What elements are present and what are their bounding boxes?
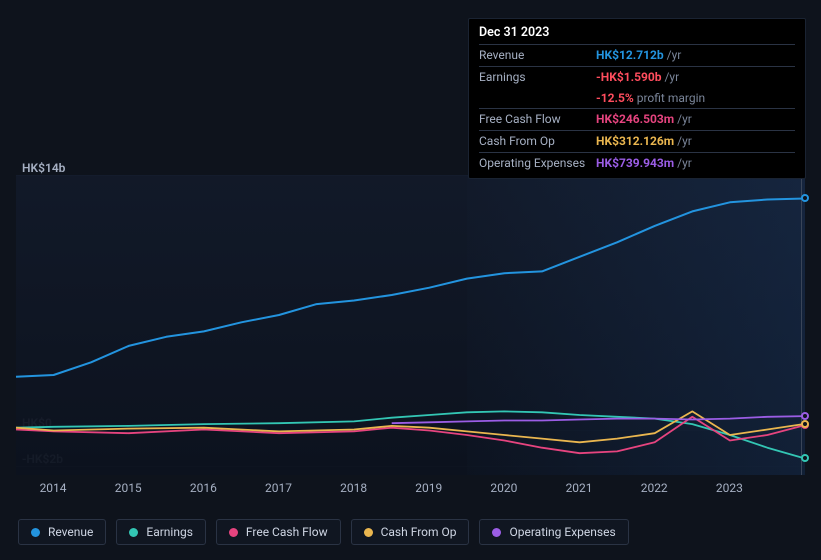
legend-item[interactable]: Earnings xyxy=(116,519,206,545)
tooltip-suffix: /yr xyxy=(664,69,679,86)
tooltip-value: HK$312.126m xyxy=(596,133,674,150)
series-end-marker xyxy=(801,420,809,428)
tooltip-value: -HK$1.590b xyxy=(596,69,661,86)
tooltip-label: Cash From Op xyxy=(479,133,596,150)
tooltip-row: Cash From OpHK$312.126m/yr xyxy=(479,130,795,152)
x-axis-label: 2014 xyxy=(40,481,67,495)
chart-lines xyxy=(16,175,805,475)
tooltip-row: Earnings-HK$1.590b/yr xyxy=(479,66,795,88)
x-axis-label: 2018 xyxy=(340,481,367,495)
x-axis-label: 2021 xyxy=(566,481,593,495)
legend-label: Cash From Op xyxy=(381,525,457,539)
x-axis-label: 2016 xyxy=(190,481,217,495)
tooltip-value: HK$739.943m xyxy=(596,155,674,172)
tooltip-suffix: /yr xyxy=(677,155,692,172)
tooltip-suffix: /yr xyxy=(667,47,682,64)
tooltip-row: Operating ExpensesHK$739.943m/yr xyxy=(479,152,795,174)
tooltip-value: -12.5% xyxy=(596,90,634,107)
tooltip-label: Free Cash Flow xyxy=(479,111,596,128)
legend-swatch xyxy=(31,528,40,537)
tooltip-label: Operating Expenses xyxy=(479,155,596,172)
legend-swatch xyxy=(492,528,501,537)
legend-label: Earnings xyxy=(146,525,193,539)
tooltip-row: -12.5%profit margin xyxy=(479,88,795,109)
tooltip-rows: RevenueHK$12.712b/yrEarnings-HK$1.590b/y… xyxy=(479,44,795,174)
legend-swatch xyxy=(129,528,138,537)
tooltip-suffix: profit margin xyxy=(637,90,705,107)
tooltip-value: HK$246.503m xyxy=(596,111,674,128)
series-end-marker xyxy=(801,412,809,420)
legend-swatch xyxy=(364,528,373,537)
tooltip-suffix: /yr xyxy=(677,133,692,150)
x-axis-label: 2022 xyxy=(641,481,668,495)
tooltip-label: Earnings xyxy=(479,69,596,86)
series-end-marker xyxy=(801,194,809,202)
tooltip-row: Free Cash FlowHK$246.503m/yr xyxy=(479,108,795,130)
series-line xyxy=(16,199,805,377)
chart-tooltip: Dec 31 2023 RevenueHK$12.712b/yrEarnings… xyxy=(468,18,806,179)
x-axis-label: 2023 xyxy=(716,481,743,495)
tooltip-label: Revenue xyxy=(479,47,596,64)
tooltip-row: RevenueHK$12.712b/yr xyxy=(479,44,795,66)
legend-label: Revenue xyxy=(48,525,93,539)
legend-label: Operating Expenses xyxy=(509,525,615,539)
tooltip-suffix: /yr xyxy=(677,111,692,128)
legend-item[interactable]: Cash From Op xyxy=(351,519,470,545)
legend-item[interactable]: Free Cash Flow xyxy=(216,519,341,545)
tooltip-date: Dec 31 2023 xyxy=(479,25,795,44)
financial-chart: Dec 31 2023 RevenueHK$12.712b/yrEarnings… xyxy=(0,0,821,560)
x-axis-label: 2015 xyxy=(115,481,142,495)
legend-item[interactable]: Operating Expenses xyxy=(479,519,628,545)
series-line xyxy=(392,416,805,423)
legend-item[interactable]: Revenue xyxy=(18,519,106,545)
legend-swatch xyxy=(229,528,238,537)
x-axis-label: 2019 xyxy=(415,481,442,495)
series-end-marker xyxy=(801,454,809,462)
x-axis-label: 2017 xyxy=(265,481,292,495)
x-axis-label: 2020 xyxy=(490,481,517,495)
legend-label: Free Cash Flow xyxy=(246,525,328,539)
tooltip-value: HK$12.712b xyxy=(596,47,664,64)
legend: Revenue Earnings Free Cash Flow Cash From O… xyxy=(18,519,629,545)
y-axis-label: HK$14b xyxy=(22,161,65,175)
